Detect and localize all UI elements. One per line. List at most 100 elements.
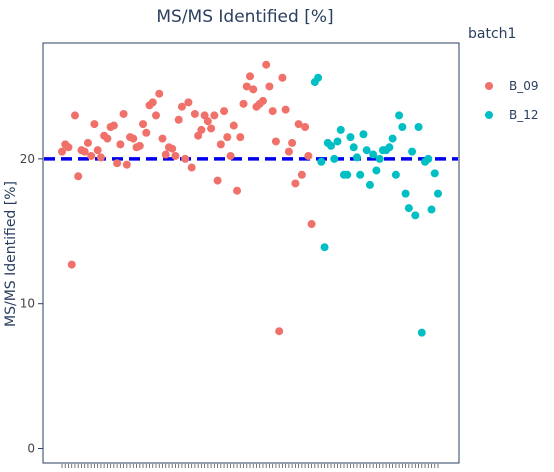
data-point-b_09 bbox=[74, 172, 83, 181]
legend-label: B_12 bbox=[509, 108, 539, 122]
data-point-b_09 bbox=[239, 99, 248, 108]
y-tick-label: 10 bbox=[20, 297, 35, 311]
data-point-b_09 bbox=[197, 125, 206, 134]
data-point-b_12 bbox=[424, 154, 433, 163]
data-point-b_12 bbox=[314, 73, 323, 82]
data-point-b_09 bbox=[177, 102, 186, 111]
x-axis-ticks bbox=[61, 464, 439, 468]
data-point-b_09 bbox=[87, 151, 96, 160]
data-point-b_09 bbox=[139, 120, 148, 129]
data-point-b_09 bbox=[297, 170, 306, 179]
data-point-b_12 bbox=[385, 143, 394, 152]
legend-marker bbox=[485, 82, 493, 90]
data-point-b_12 bbox=[330, 154, 339, 163]
data-point-b_12 bbox=[401, 189, 410, 198]
data-point-b_09 bbox=[294, 120, 303, 129]
data-point-b_09 bbox=[258, 96, 267, 105]
data-point-b_09 bbox=[174, 115, 183, 124]
data-point-b_12 bbox=[362, 146, 371, 155]
data-point-b_12 bbox=[427, 205, 436, 214]
data-point-b_09 bbox=[226, 151, 235, 160]
data-point-b_12 bbox=[408, 147, 417, 156]
data-point-b_09 bbox=[229, 121, 238, 130]
data-point-b_12 bbox=[434, 189, 442, 198]
data-point-b_09 bbox=[190, 109, 199, 118]
data-point-b_12 bbox=[404, 204, 413, 213]
data-point-b_12 bbox=[430, 169, 439, 178]
data-point-b_09 bbox=[246, 72, 254, 81]
data-point-b_12 bbox=[375, 154, 384, 163]
data-point-b_12 bbox=[359, 130, 368, 139]
data-point-b_09 bbox=[67, 260, 76, 269]
data-point-b_12 bbox=[398, 123, 407, 131]
data-point-b_09 bbox=[83, 138, 92, 147]
data-point-b_09 bbox=[152, 111, 160, 120]
data-point-b_12 bbox=[346, 133, 355, 142]
data-point-b_12 bbox=[352, 153, 361, 162]
chart-title: MS/MS Identified [%] bbox=[156, 7, 333, 27]
data-point-b_09 bbox=[275, 327, 284, 336]
data-point-b_09 bbox=[135, 141, 144, 150]
data-point-b_09 bbox=[116, 140, 125, 149]
y-tick-label: 20 bbox=[20, 152, 35, 166]
data-point-b_09 bbox=[210, 111, 219, 120]
data-point-b_12 bbox=[356, 170, 365, 179]
data-point-b_09 bbox=[249, 85, 258, 94]
data-point-b_09 bbox=[109, 121, 118, 130]
data-point-b_09 bbox=[242, 82, 251, 91]
data-point-b_09 bbox=[207, 124, 216, 133]
data-point-b_09 bbox=[129, 134, 138, 143]
data-point-b_12 bbox=[333, 137, 342, 146]
data-point-b_09 bbox=[284, 147, 293, 156]
data-point-b_12 bbox=[395, 111, 404, 120]
legend-items: B_09 B_12 bbox=[485, 79, 539, 122]
data-point-b_12 bbox=[372, 166, 381, 175]
data-point-b_09 bbox=[142, 128, 151, 137]
data-point-b_12 bbox=[343, 170, 352, 179]
data-point-b_09 bbox=[103, 134, 112, 143]
data-point-b_09 bbox=[96, 153, 105, 162]
data-point-b_09 bbox=[148, 98, 157, 107]
data-point-b_09 bbox=[213, 176, 222, 185]
legend-label: B_09 bbox=[509, 79, 539, 93]
data-point-b_12 bbox=[369, 150, 378, 159]
y-axis-ticks: 0 10 20 bbox=[20, 152, 43, 456]
data-point-b_12 bbox=[317, 157, 326, 166]
data-point-b_09 bbox=[119, 109, 128, 118]
data-point-b_09 bbox=[301, 123, 310, 131]
data-point-b_09 bbox=[223, 133, 232, 142]
data-point-b_09 bbox=[158, 134, 167, 143]
legend-marker bbox=[485, 111, 493, 119]
data-point-b_12 bbox=[349, 143, 358, 152]
data-point-b_09 bbox=[122, 160, 131, 169]
data-point-b_09 bbox=[281, 105, 290, 114]
data-point-b_09 bbox=[90, 120, 99, 129]
data-point-b_12 bbox=[411, 211, 420, 220]
data-point-b_09 bbox=[184, 98, 193, 107]
data-points-layer bbox=[58, 60, 442, 337]
data-point-b_12 bbox=[336, 125, 345, 134]
data-point-b_09 bbox=[187, 163, 196, 172]
legend-title: batch1 bbox=[468, 26, 516, 42]
legend: batch1 B_09 B_12 bbox=[468, 26, 539, 122]
data-point-b_09 bbox=[262, 60, 271, 69]
data-point-b_09 bbox=[181, 154, 190, 163]
data-point-b_09 bbox=[171, 151, 180, 160]
data-point-b_09 bbox=[233, 186, 242, 195]
data-point-b_09 bbox=[236, 133, 245, 142]
data-point-b_12 bbox=[391, 170, 400, 179]
data-point-b_09 bbox=[168, 144, 177, 153]
data-point-b_09 bbox=[70, 111, 79, 120]
data-point-b_12 bbox=[320, 243, 329, 252]
data-point-b_09 bbox=[291, 179, 300, 188]
data-point-b_09 bbox=[271, 137, 280, 146]
data-point-b_09 bbox=[304, 151, 313, 160]
data-point-b_09 bbox=[216, 140, 225, 149]
data-point-b_09 bbox=[203, 117, 212, 126]
data-point-b_09 bbox=[220, 107, 229, 116]
y-axis-label: MS/MS Identified [%] bbox=[3, 181, 19, 327]
data-point-b_12 bbox=[327, 141, 336, 150]
data-point-b_09 bbox=[268, 107, 277, 116]
data-point-b_09 bbox=[161, 150, 170, 159]
